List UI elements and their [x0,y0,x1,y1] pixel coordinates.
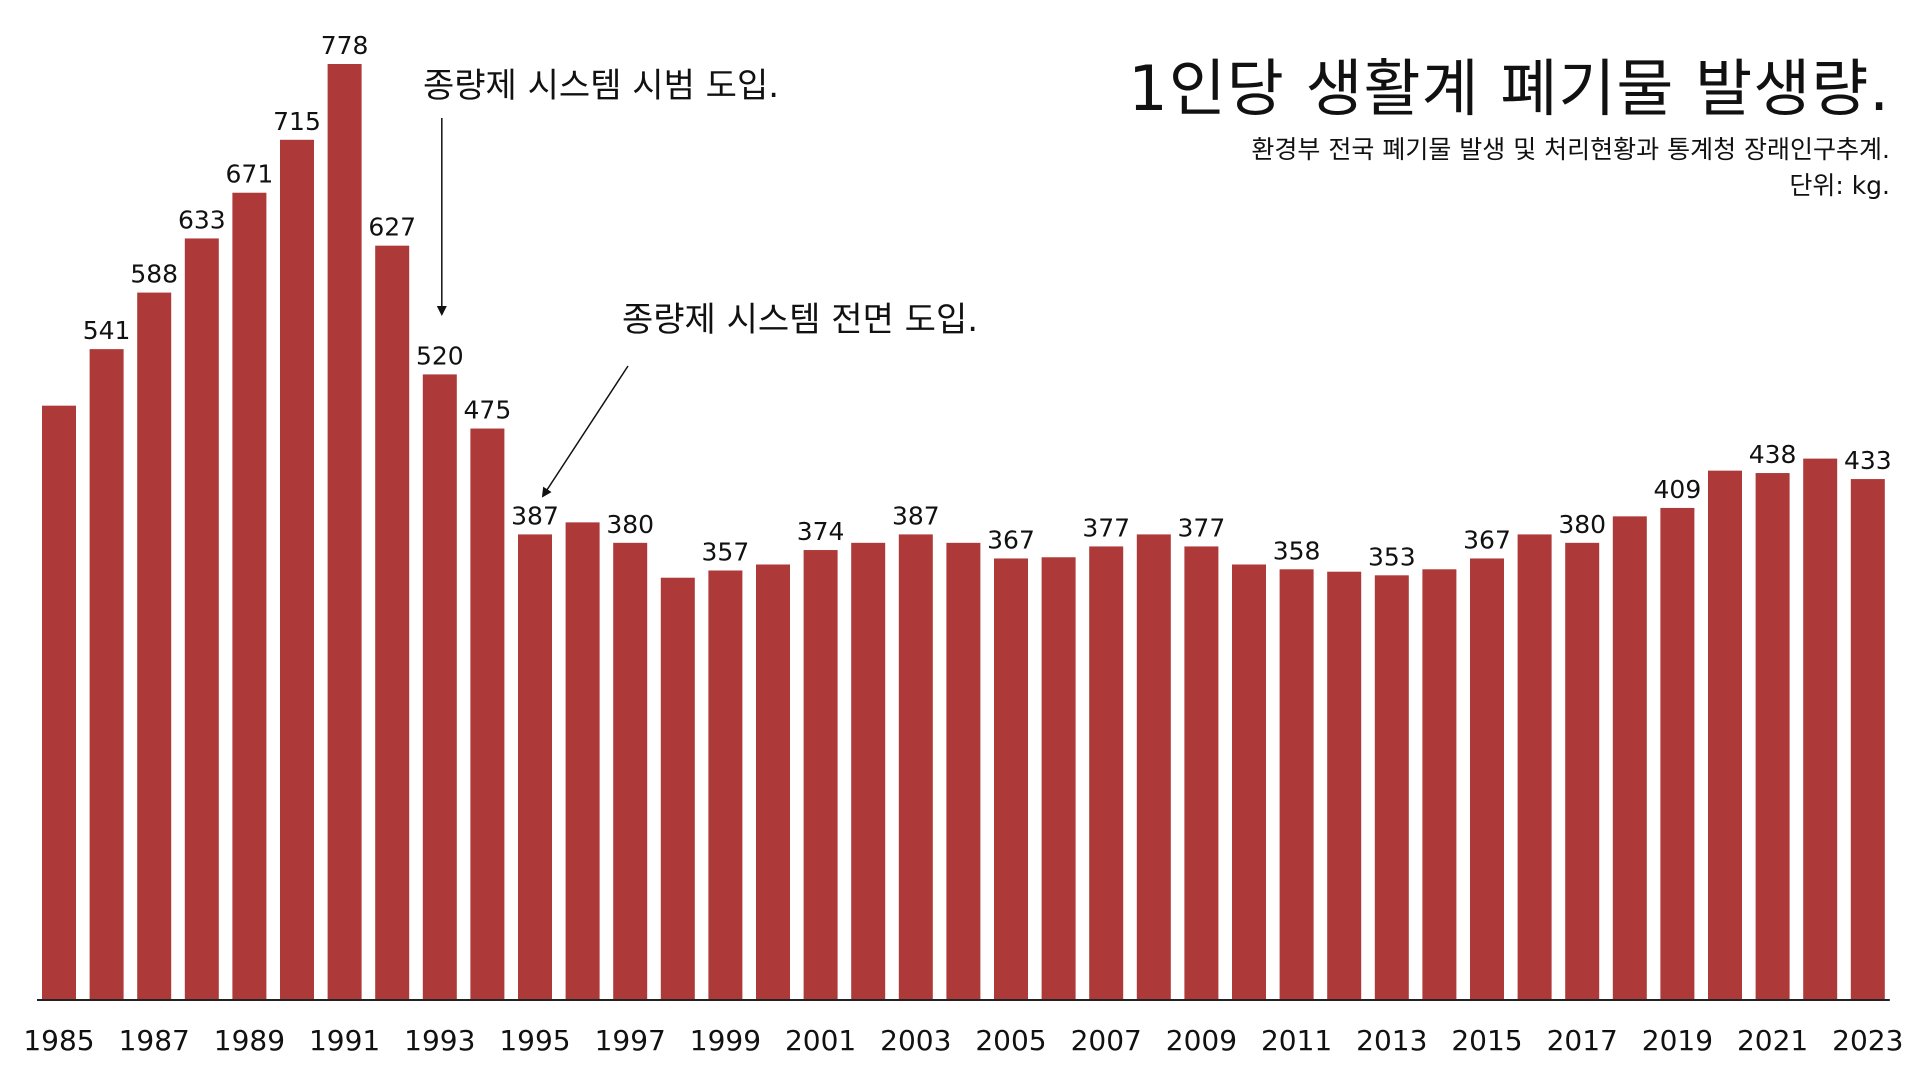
value-label-2007: 377 [1082,513,1130,542]
x-tick-label-1985: 1985 [23,1024,94,1057]
x-tick-labels-group: 1985 1987 1989 1991 1993 1995 1997 1999 2001 2003… [23,1024,1903,1057]
value-label-1999: 357 [702,537,750,566]
bar-2014 [1422,569,1457,1000]
value-label-1986: 541 [83,316,131,345]
value-label-2011: 358 [1273,536,1321,565]
x-tick-label-2017: 2017 [1547,1024,1618,1057]
value-label-1990: 715 [273,107,321,136]
value-label-2005: 367 [987,525,1035,554]
value-label-1997: 380 [606,510,654,539]
bar-1985 [42,405,76,1000]
bar-2023 [1850,479,1885,1000]
x-tick-label-2023: 2023 [1832,1024,1903,1057]
bar-1990 [280,139,314,1001]
annotation-full-introduction: 종량제 시스템 전면 도입. [622,300,979,340]
bar-2012 [1327,571,1362,1000]
bar-2019 [1660,507,1695,1000]
bar-2022 [1803,458,1838,1000]
bar-1995 [518,534,552,1000]
bar-2009 [1184,546,1219,1000]
x-tick-label-2019: 2019 [1642,1024,1713,1057]
x-tick-label-2007: 2007 [1071,1024,1142,1057]
bar-2004 [946,542,981,1000]
value-label-1987: 588 [130,260,178,289]
x-tick-label-1999: 1999 [690,1024,761,1057]
x-tick-label-1989: 1989 [214,1024,285,1057]
bar-2021 [1755,473,1790,1000]
x-tick-label-2021: 2021 [1737,1024,1808,1057]
value-label-2019: 409 [1654,475,1702,504]
x-tick-label-2009: 2009 [1166,1024,1237,1057]
x-tick-label-2015: 2015 [1451,1024,1522,1057]
bar-1993 [422,374,457,1000]
bar-2007 [1089,546,1124,1000]
x-tick-label-2003: 2003 [880,1024,951,1057]
bar-1998 [660,577,695,1000]
arrow-full-introduction [541,365,629,498]
value-label-2015: 367 [1463,525,1511,554]
unit-note: 단위: kg. [1789,171,1890,200]
x-tick-label-1993: 1993 [404,1024,475,1057]
source-note: 환경부 전국 폐기물 발생 및 처리현황과 통계청 장래인구추계. [1251,135,1890,164]
bar-1986 [89,349,124,1000]
value-label-2023: 433 [1844,446,1892,475]
bar-1992 [375,245,410,1000]
bar-2020 [1708,470,1742,1000]
bars-group [42,64,1885,1001]
bar-2008 [1136,534,1171,1000]
x-tick-label-1995: 1995 [499,1024,570,1057]
value-label-1989: 671 [226,160,274,189]
x-tick-label-2013: 2013 [1356,1024,1427,1057]
x-tick-label-2011: 2011 [1261,1024,1332,1057]
bar-2015 [1470,558,1504,1000]
bar-2000 [756,564,790,1000]
value-label-1992: 627 [368,213,416,242]
value-label-2013: 353 [1368,542,1416,571]
bar-2013 [1374,575,1409,1000]
bar-2003 [898,534,933,1000]
bar-2010 [1232,564,1266,1000]
bar-1991 [327,64,362,1000]
x-tick-label-1987: 1987 [119,1024,190,1057]
bar-2001 [803,550,838,1000]
bar-2016 [1517,534,1552,1000]
value-label-1993: 520 [416,341,464,370]
value-label-2009: 377 [1178,513,1226,542]
value-label-1994: 475 [464,396,512,425]
value-label-1991: 778 [321,31,369,60]
value-label-2003: 387 [892,501,940,530]
value-label-2001: 374 [797,517,845,546]
x-tick-label-1991: 1991 [309,1024,380,1057]
bar-1997 [613,542,648,1000]
annotation-pilot-introduction: 종량제 시스템 시범 도입. [423,66,780,106]
bar-1987 [137,292,172,1000]
value-label-1995: 387 [511,501,559,530]
chart-title: 1인당 생활계 폐기물 발생량. [1128,52,1890,125]
annotation-arrows-group [436,118,629,498]
bar-2005 [994,558,1028,1000]
value-label-1988: 633 [178,205,226,234]
bar-1999 [708,570,743,1000]
bar-1989 [232,192,267,1000]
bar-2002 [851,542,886,1000]
bar-2011 [1279,569,1314,1000]
bar-1988 [184,238,219,1001]
bar-2006 [1041,557,1076,1000]
bar-2018 [1612,516,1647,1000]
bar-1994 [470,428,505,1001]
value-label-2017: 380 [1558,510,1606,539]
bar-2017 [1565,542,1600,1000]
chart-subtitle: 환경부 전국 폐기물 발생 및 처리현황과 통계청 장래인구추계. 단위: kg… [1251,132,1890,204]
x-tick-label-2001: 2001 [785,1024,856,1057]
x-tick-label-1997: 1997 [595,1024,666,1057]
x-tick-label-2005: 2005 [975,1024,1046,1057]
value-label-2021: 438 [1749,440,1797,469]
bar-1996 [565,522,600,1000]
